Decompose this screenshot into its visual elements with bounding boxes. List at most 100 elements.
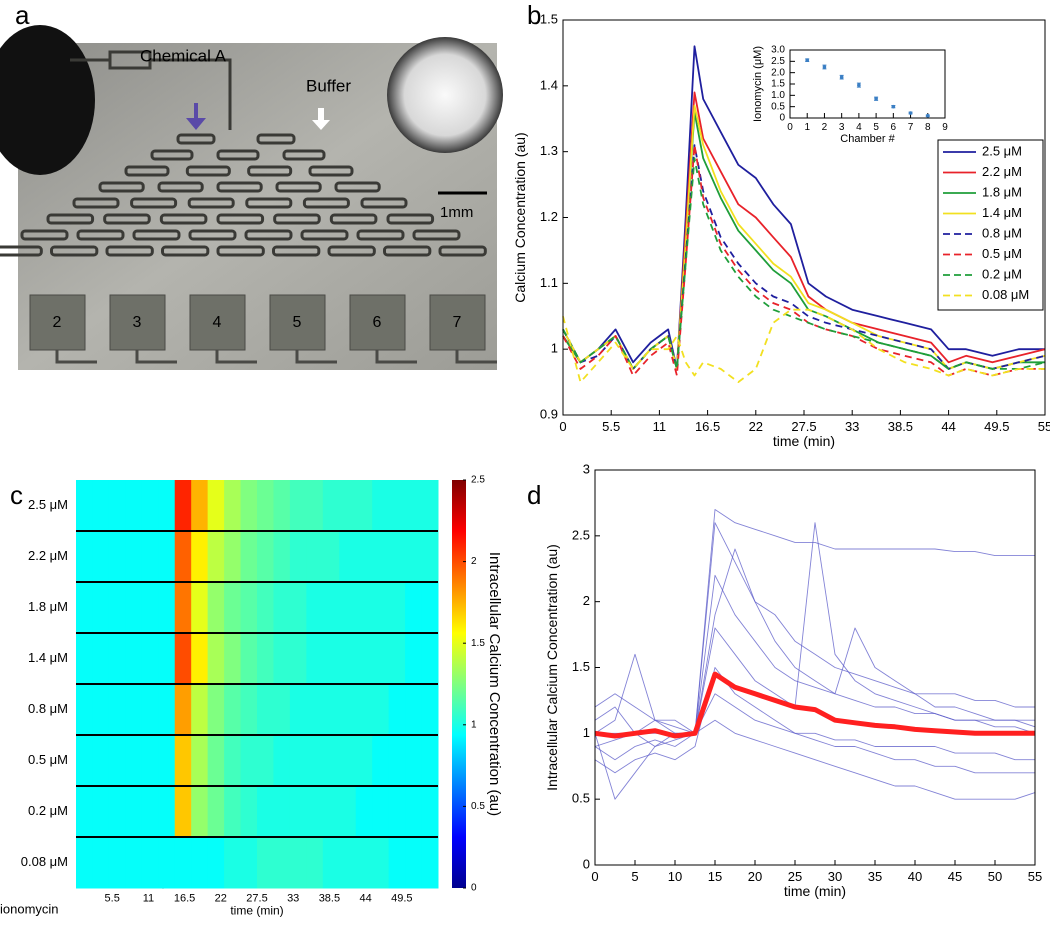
x-tick-label: 16.5 [695, 419, 720, 434]
heat-cell [108, 582, 126, 634]
heat-cell [108, 684, 126, 736]
heat-cell [141, 837, 159, 889]
heat-cell [158, 837, 176, 889]
colorbar-tick-label: 1.5 [471, 638, 485, 649]
chamber [349, 294, 406, 351]
row-label: 1.4 μM [28, 650, 68, 665]
point [822, 65, 827, 69]
heat-cell [306, 480, 324, 532]
x-tick-label: 55 [1028, 869, 1042, 884]
serpentine [187, 197, 235, 209]
heat-cell [158, 582, 176, 634]
colorbar-tick-label: 1 [471, 719, 477, 730]
heat-cell [125, 735, 143, 787]
serpentine [329, 213, 378, 225]
heat-cell [273, 684, 291, 736]
heat-cell [405, 480, 423, 532]
heat-cell [421, 735, 439, 787]
heat-cell [388, 633, 406, 685]
heat-cell [141, 480, 159, 532]
series-line [594, 548, 1036, 800]
y-tick-label: 1 [583, 725, 590, 740]
scale-bar-label: 1mm [440, 204, 473, 221]
serpentine [383, 245, 432, 257]
x-tick-label: 45 [948, 869, 962, 884]
heat-cell [224, 735, 242, 787]
chamber [29, 294, 86, 351]
x-tick-label: 3 [839, 122, 845, 133]
serpentine [216, 181, 263, 193]
point [891, 104, 896, 109]
serpentine [50, 245, 99, 257]
y-tick-label: 3 [583, 461, 590, 476]
heat-cell [421, 480, 439, 532]
x-tick-label: 27.5 [246, 892, 267, 904]
x-tick-label: 44 [359, 892, 371, 904]
heat-cell [92, 735, 110, 787]
heat-cell [339, 735, 357, 787]
serpentine [412, 229, 461, 241]
heat-cell [355, 480, 373, 532]
serpentine [275, 181, 322, 193]
series-line [594, 574, 1035, 734]
heat-cell [224, 480, 242, 532]
heat-cell [174, 633, 192, 685]
heat-cell [92, 480, 110, 532]
x-tick-label: 25 [788, 869, 802, 884]
heat-cell [207, 480, 225, 532]
heat-cell [273, 633, 291, 685]
photo-label: Chemical A [140, 46, 227, 65]
heat-cell [207, 786, 225, 838]
heat-cell [240, 633, 258, 685]
heat-cell [421, 837, 439, 889]
x-tick-label: 8 [925, 122, 931, 133]
y-tick-label: 0 [583, 856, 590, 871]
heat-cell [174, 735, 192, 787]
y-tick-label: 2.5 [771, 56, 785, 67]
serpentine [282, 149, 326, 161]
serpentine [0, 245, 43, 257]
heat-cell [306, 531, 324, 583]
heat-cell [257, 531, 274, 583]
x-tick-label: 40 [908, 869, 922, 884]
heat-cell [76, 735, 93, 787]
colorbar-tick-label: 2.5 [471, 475, 485, 486]
heat-cell [372, 582, 390, 634]
row-label: 0.8 μM [28, 701, 68, 716]
x-tick-label: 49.5 [984, 419, 1009, 434]
heat-cell [240, 735, 258, 787]
heat-cell [421, 633, 439, 685]
heat-cell [240, 684, 258, 736]
heat-cell [108, 786, 126, 838]
chamber-number: 2 [53, 314, 62, 331]
heat-cell [289, 480, 307, 532]
heat-cell [339, 837, 357, 889]
y-tick-label: 0.9 [540, 406, 558, 421]
heat-cell [273, 837, 291, 889]
x-tick-label: 0 [787, 122, 793, 133]
outlet [375, 350, 417, 364]
heat-cell [191, 633, 209, 685]
heat-cell [174, 582, 192, 634]
heat-cell [388, 837, 406, 889]
x-axis-label: time (min) [230, 903, 283, 917]
photo [0, 25, 503, 370]
heat-cell [158, 684, 176, 736]
heat-cell [240, 531, 258, 583]
purple-arrow [186, 103, 206, 130]
heat-cell [372, 786, 390, 838]
heat-cell [207, 735, 225, 787]
x-tick-label: 49.5 [391, 892, 412, 904]
heat-cell [372, 480, 390, 532]
heat-cell [224, 837, 242, 889]
x-tick-label: 2 [822, 122, 828, 133]
heat-cell [76, 684, 93, 736]
heat-cell [405, 684, 423, 736]
chamber-number: 3 [133, 314, 142, 331]
y-tick-label: 1.0 [771, 90, 785, 101]
heat-cell [388, 735, 406, 787]
serpentine [273, 213, 321, 225]
heat-cell [355, 786, 373, 838]
heat-cell [191, 684, 209, 736]
heat-cell [207, 837, 225, 889]
